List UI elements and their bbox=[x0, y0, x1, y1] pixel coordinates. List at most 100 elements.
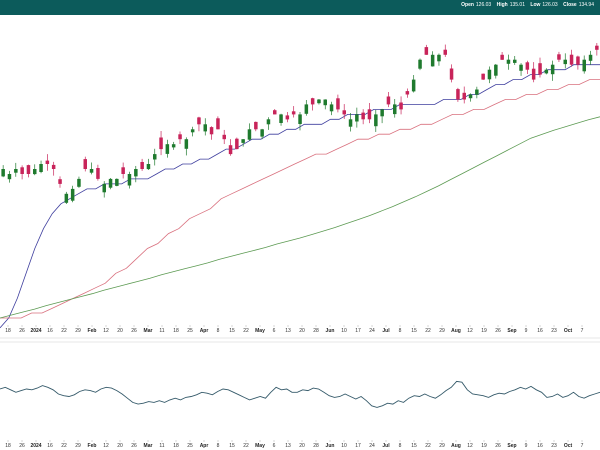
x-axis-top-tick-label: 29 bbox=[439, 328, 445, 334]
x-axis-bottom-tick-label: Jul bbox=[382, 443, 390, 449]
candle bbox=[310, 97, 315, 111]
x-axis-top-tick-label: 20 bbox=[117, 328, 123, 334]
x-axis-top-tick-label: Apr bbox=[200, 328, 209, 334]
candle bbox=[64, 191, 69, 205]
candle-body bbox=[291, 111, 296, 115]
candle bbox=[140, 158, 144, 171]
candle bbox=[361, 109, 365, 125]
ohlc-high-label: High bbox=[496, 2, 508, 8]
candle-body bbox=[140, 162, 144, 169]
x-axis-top-tick-label: 10 bbox=[341, 328, 347, 334]
candle bbox=[70, 185, 75, 203]
candle-body bbox=[468, 94, 473, 99]
candle-body bbox=[51, 164, 56, 169]
candle bbox=[159, 131, 163, 156]
indicator-panel[interactable] bbox=[0, 380, 600, 408]
candle-body bbox=[500, 54, 504, 60]
candle bbox=[228, 139, 233, 156]
candle bbox=[203, 118, 207, 136]
x-axis-bottom-tick-label: 26 bbox=[131, 443, 137, 449]
x-axis-bottom-tick-label: 20 bbox=[117, 443, 123, 449]
candle bbox=[468, 93, 473, 102]
candle-body bbox=[216, 118, 220, 130]
x-axis-top-tick-label: 15 bbox=[411, 328, 417, 334]
candle-body bbox=[481, 73, 485, 80]
candle-body bbox=[443, 49, 447, 55]
candle bbox=[266, 117, 271, 130]
x-axis-top-tick-label: Jun bbox=[326, 328, 335, 334]
ohlc-open-label: Open bbox=[461, 2, 474, 8]
candle bbox=[115, 178, 119, 187]
candle bbox=[348, 113, 353, 132]
candle-body bbox=[519, 64, 523, 71]
x-axis-top-tick-label: 11 bbox=[159, 328, 164, 334]
candle bbox=[411, 75, 416, 93]
x-axis-bottom-tick-label: 18 bbox=[5, 443, 11, 449]
x-axis-bottom-tick-label: 22 bbox=[61, 443, 67, 449]
candle bbox=[386, 91, 391, 108]
x-axis-bottom-tick-label: Sep bbox=[507, 443, 516, 449]
x-axis-bottom-tick-label: 12 bbox=[103, 443, 109, 449]
candle bbox=[7, 170, 12, 183]
ohlc-open-value: 126.03 bbox=[475, 2, 492, 8]
x-axis-top-tick-label: Sep bbox=[507, 328, 516, 334]
candle bbox=[45, 154, 50, 171]
candle bbox=[96, 164, 100, 181]
candle bbox=[317, 98, 321, 105]
candle-body bbox=[77, 178, 81, 187]
x-axis-top-tick-label: Feb bbox=[88, 328, 97, 334]
candle-body bbox=[115, 178, 119, 186]
candle-body bbox=[165, 144, 170, 154]
candle bbox=[569, 49, 574, 67]
x-axis-bottom-tick-label: 22 bbox=[243, 443, 249, 449]
candle-body bbox=[576, 56, 580, 65]
x-axis-top-tick-label: 16 bbox=[47, 328, 53, 334]
candle bbox=[437, 53, 441, 66]
candle bbox=[405, 88, 410, 98]
candle-body bbox=[96, 168, 100, 179]
x-axis-bottom-tick-label: May bbox=[255, 443, 265, 449]
candle-body bbox=[348, 119, 353, 127]
x-axis-bottom-tick-label: 8 bbox=[217, 443, 220, 449]
x-axis-bottom-tick-label: 23 bbox=[551, 443, 557, 449]
candle-body bbox=[121, 167, 125, 174]
x-axis-bottom-tick-label: 6 bbox=[273, 443, 276, 449]
candle-body bbox=[178, 134, 182, 140]
candle bbox=[513, 56, 517, 65]
candle bbox=[247, 123, 252, 141]
candle bbox=[178, 131, 182, 144]
x-axis-top: 18 26 2024 16 22 29 Feb 12 20 26 Mar 11 18 25 Apr 8 15 22… bbox=[5, 325, 584, 334]
candle bbox=[443, 44, 447, 57]
ohlc-close-value: 134.94 bbox=[578, 2, 594, 8]
candle bbox=[342, 104, 346, 119]
candle bbox=[557, 51, 561, 62]
price-panel[interactable] bbox=[0, 42, 600, 329]
candle bbox=[487, 66, 492, 84]
candle bbox=[367, 102, 372, 124]
ohlc-low-label: Low bbox=[530, 2, 541, 8]
candle-body bbox=[336, 98, 340, 110]
candle bbox=[418, 58, 422, 71]
candle-body bbox=[550, 64, 555, 75]
candle bbox=[134, 165, 138, 183]
candle-body bbox=[254, 121, 258, 130]
candle-body bbox=[355, 114, 359, 122]
candle bbox=[165, 139, 170, 158]
candle-body bbox=[506, 59, 511, 64]
candle bbox=[153, 148, 157, 166]
x-axis-bottom-tick-label: 26 bbox=[495, 443, 501, 449]
candle-body bbox=[298, 114, 302, 124]
candle-body bbox=[374, 114, 378, 127]
candle-body bbox=[386, 96, 391, 105]
candle-body bbox=[45, 160, 50, 164]
candle bbox=[222, 129, 226, 145]
x-axis-top-tick-label: 22 bbox=[425, 328, 431, 334]
candle-body bbox=[557, 54, 561, 60]
candle bbox=[588, 50, 593, 65]
candle-body bbox=[171, 144, 176, 148]
chart-header-bar: Open 126.03 High 135.01 Low 126.03 Close 134… bbox=[0, 0, 600, 15]
candle bbox=[494, 63, 498, 79]
x-axis-top-tick-label: 23 bbox=[551, 328, 557, 334]
candle bbox=[260, 128, 264, 140]
